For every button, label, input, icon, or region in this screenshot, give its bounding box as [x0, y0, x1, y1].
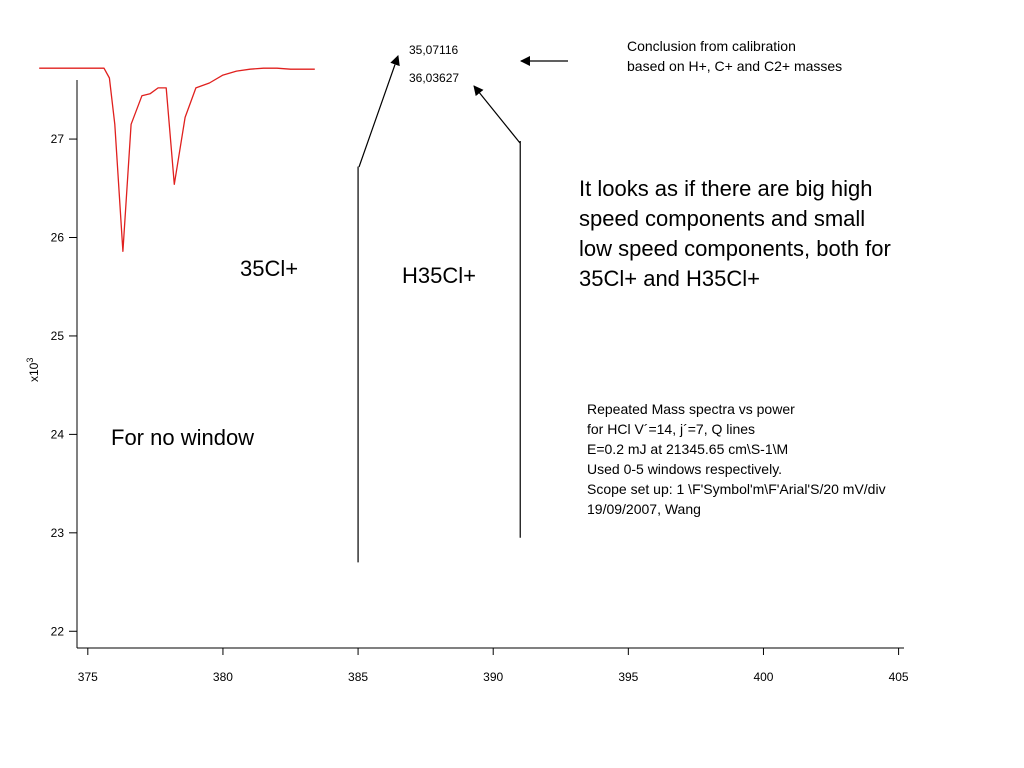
axes: 375 380 385 390 395 400 405 22 23 24 25 26 27 x103 — [25, 80, 909, 684]
arrow-to-mass-2 — [473, 85, 521, 144]
y-tick-label: 23 — [51, 526, 65, 540]
findings-line: speed components and small — [579, 206, 866, 231]
notes-line: Used 0-5 windows respectively. — [587, 461, 783, 477]
x-tick-label: 400 — [753, 670, 773, 684]
y-tick-label: 24 — [51, 427, 65, 441]
calibration-line: based on H+, C+ and C2+ masses — [627, 58, 843, 74]
findings-line: low speed components, both for — [579, 236, 891, 261]
label-h35cl: H35Cl+ — [402, 263, 476, 288]
label-35cl: 35Cl+ — [240, 256, 299, 281]
notes-line: for HCl V´=14, j´=7, Q lines — [587, 421, 756, 437]
y-tick-label: 22 — [51, 624, 65, 638]
x-ticks: 375 380 385 390 395 400 405 — [78, 648, 909, 684]
x-tick-label: 375 — [78, 670, 98, 684]
notes-line: Scope set up: 1 \F'Symbol'm\F'Arial'S/20… — [587, 481, 886, 497]
x-tick-label: 385 — [348, 670, 368, 684]
series-layer — [39, 67, 315, 252]
x-tick-label: 390 — [483, 670, 503, 684]
arrow-to-mass-1 — [358, 55, 400, 168]
marker-lines — [357, 141, 521, 563]
findings-line: 35Cl+ and H35Cl+ — [579, 266, 761, 291]
x-tick-label: 405 — [889, 670, 909, 684]
annotation-arrows — [358, 55, 568, 168]
y-tick-label: 27 — [51, 132, 65, 146]
calibration-note: Conclusion from calibration based on H+,… — [627, 36, 842, 76]
y-tick-label: 26 — [51, 231, 65, 245]
x-tick-label: 395 — [618, 670, 638, 684]
findings-note: It looks as if there are big high speed … — [579, 174, 891, 294]
notes-line: Repeated Mass spectra vs power — [587, 401, 795, 417]
notes-line: 19/09/2007, Wang — [587, 501, 701, 517]
y-ticks: 22 23 24 25 26 27 — [51, 132, 77, 638]
mass-value-35cl: 35,07116 — [409, 43, 459, 57]
calibration-line: Conclusion from calibration — [627, 38, 796, 54]
notes-line: E=0.2 mJ at 21345.65 cm\S-1\M — [587, 441, 789, 457]
findings-line: It looks as if there are big high — [579, 176, 873, 201]
y-multiplier-label: x103 — [25, 358, 41, 382]
x-tick-label: 380 — [213, 670, 233, 684]
spectrum-trace — [39, 67, 315, 252]
mass-value-h35cl: 36,03627 — [409, 71, 460, 85]
no-window-label: For no window — [111, 425, 255, 450]
experiment-notes: Repeated Mass spectra vs power for HCl V… — [587, 399, 886, 519]
y-tick-label: 25 — [51, 329, 65, 343]
